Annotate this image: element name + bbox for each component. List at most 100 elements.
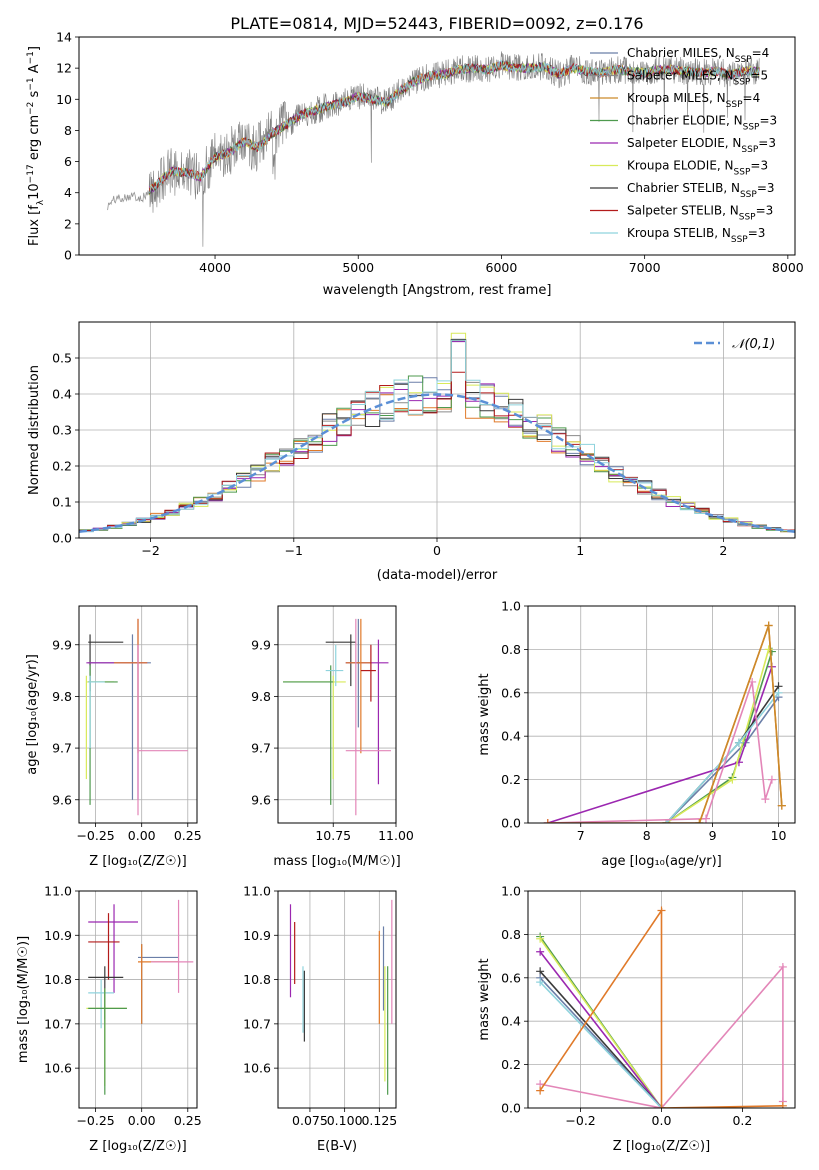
y-tick-label: 10.6 xyxy=(243,1061,271,1076)
axes-mass_age: 10.75 11.00 9.6 9.7 9.8 9.9 mass [log₁₀(M/M☉)] xyxy=(251,605,414,869)
y-tick-label: 6 xyxy=(64,154,72,169)
label-part: =3 xyxy=(748,226,766,240)
y-tick-label: 9.6 xyxy=(251,792,271,807)
x-tick-label: 8 xyxy=(643,828,651,843)
errorbars xyxy=(85,618,188,816)
label-part: s xyxy=(27,90,42,101)
label-part: Salpeter MILES, N xyxy=(627,69,734,83)
y-tick-label: 0.8 xyxy=(501,642,521,657)
y-tick-label: 0.4 xyxy=(52,387,72,402)
label-part: =4 xyxy=(752,46,770,60)
weight-marker xyxy=(778,1101,787,1108)
y-tick-label: 0.0 xyxy=(501,1101,521,1116)
weight-line xyxy=(539,951,663,1108)
x-tick-label: −0.25 xyxy=(76,828,114,843)
legend-label: Kroupa MILES, NSSP=4 xyxy=(627,91,760,110)
errorbars xyxy=(283,618,391,816)
y-tick-label: 9.6 xyxy=(52,792,72,807)
label-part: SSP xyxy=(731,235,748,245)
label-part: SSP xyxy=(739,213,756,223)
label-part: Flux [f xyxy=(27,205,42,246)
legend-label: Kroupa STELIB, NSSP=3 xyxy=(627,226,765,245)
axes-frame xyxy=(78,605,198,824)
axes-frame xyxy=(78,321,796,539)
weight-line xyxy=(665,651,773,823)
y-tick-label: 0.4 xyxy=(501,1014,521,1029)
legend-label: Chabrier STELIB, NSSP=3 xyxy=(627,181,775,200)
label-part: SSP xyxy=(735,55,752,65)
y-axis-label: Flux [fλ10−17 erg cm−2 s−1 A−1] xyxy=(26,46,46,246)
x-tick-label: 8000 xyxy=(772,260,804,275)
y-tick-label: 14 xyxy=(56,30,72,45)
label-part: =3 xyxy=(758,136,776,150)
axes-frame xyxy=(277,890,397,1109)
y-tick-label: 0.0 xyxy=(501,816,521,831)
x-tick-label: −2 xyxy=(141,543,159,558)
y-tick-label: 4 xyxy=(64,185,72,200)
spectrum-lines xyxy=(107,51,760,247)
weight-lines xyxy=(536,906,787,1108)
y-tick-label: 10.9 xyxy=(243,928,271,943)
legend-label: 𝒩(0,1) xyxy=(732,337,775,352)
charts-layer: 4000 5000 6000 7000 800002468101214wavelengt… xyxy=(16,30,804,1155)
y-tick-label: 0.2 xyxy=(501,1057,521,1072)
y-tick-label: 10.7 xyxy=(243,1016,271,1031)
label-part: Salpeter STELIB, N xyxy=(627,204,739,218)
y-tick-label: 8 xyxy=(64,123,72,138)
y-tick-label: 0.0 xyxy=(52,531,72,546)
y-tick-label: 0.3 xyxy=(52,423,72,438)
errorbars xyxy=(289,899,393,1095)
weight-marker xyxy=(536,934,545,943)
weight-marker xyxy=(764,645,773,654)
gaussian-curve xyxy=(79,393,795,533)
weight-line xyxy=(539,981,663,1108)
x-tick-label: 0.125 xyxy=(361,1113,397,1128)
x-tick-label: 2 xyxy=(719,543,727,558)
label-part: SSP xyxy=(726,100,743,110)
label-part: Kroupa ELODIE, N xyxy=(627,159,734,173)
y-tick-label: 9.9 xyxy=(52,637,72,652)
x-tick-label: 0.100 xyxy=(327,1113,363,1128)
weight-marker xyxy=(695,819,704,823)
x-axis-label: wavelength [Angstrom, rest frame] xyxy=(323,283,552,298)
x-tick-label: −0.2 xyxy=(565,1113,595,1128)
y-tick-label: 9.7 xyxy=(52,741,72,756)
label-part: A xyxy=(27,64,42,77)
label-part: Salpeter ELODIE, N xyxy=(627,136,741,150)
x-tick-label: −1 xyxy=(285,543,303,558)
label-part: =3 xyxy=(750,159,768,173)
label-part: erg cm xyxy=(27,115,42,164)
x-tick-label: 7 xyxy=(577,828,585,843)
figure-title: PLATE=0814, MJD=52443, FIBERID=0092, z=0… xyxy=(230,14,643,33)
legend-label: Chabrier ELODIE, NSSP=3 xyxy=(627,114,777,133)
weight-marker xyxy=(728,775,737,784)
axes-frame xyxy=(527,605,796,824)
axes-z_weight: −0.2 0.0 0.2 0.0 0.2 0.4 0.6 0.8 1.0 Z [log₁₀(Z/Z… xyxy=(477,884,796,1154)
axes-residuals: −2 −1 0 1 2 0.0 0.1 0.2 0.3 0.4 0.5 (data-model)/er… xyxy=(27,321,796,583)
x-tick-label: 0.2 xyxy=(732,1113,752,1128)
x-tick-label: 0.00 xyxy=(128,828,156,843)
axes-z_age: −0.25 0.00 0.25 9.6 9.7 9.8 9.9 Z [log₁₀(Z/Z☉)]… xyxy=(25,605,202,869)
label-part: λ xyxy=(36,199,46,205)
y-tick-label: 0.5 xyxy=(52,351,72,366)
axes-frame xyxy=(527,890,796,1109)
y-tick-label: 1.0 xyxy=(501,599,521,614)
y-tick-label: 0.2 xyxy=(52,459,72,474)
x-tick-label: −0.25 xyxy=(76,1113,114,1128)
y-tick-label: 10.8 xyxy=(44,972,72,987)
label-part: SSP xyxy=(743,123,760,133)
y-tick-label: 0.2 xyxy=(501,772,521,787)
y-tick-label: 9.9 xyxy=(251,637,271,652)
label-part: ] xyxy=(27,46,42,51)
x-axis-label: (data-model)/error xyxy=(377,568,498,583)
label-part: =3 xyxy=(757,181,775,195)
y-tick-label: 9.8 xyxy=(52,689,72,704)
x-tick-label: 7000 xyxy=(629,260,661,275)
legend-label: Salpeter STELIB, NSSP=3 xyxy=(627,204,773,223)
x-tick-label: 4000 xyxy=(199,260,231,275)
y-tick-label: 10.9 xyxy=(44,928,72,943)
y-tick-label: 0.1 xyxy=(52,495,72,510)
y-tick-label: 0.6 xyxy=(501,970,521,985)
x-tick-label: 0.075 xyxy=(292,1113,328,1128)
y-tick-label: 10.6 xyxy=(44,1061,72,1076)
